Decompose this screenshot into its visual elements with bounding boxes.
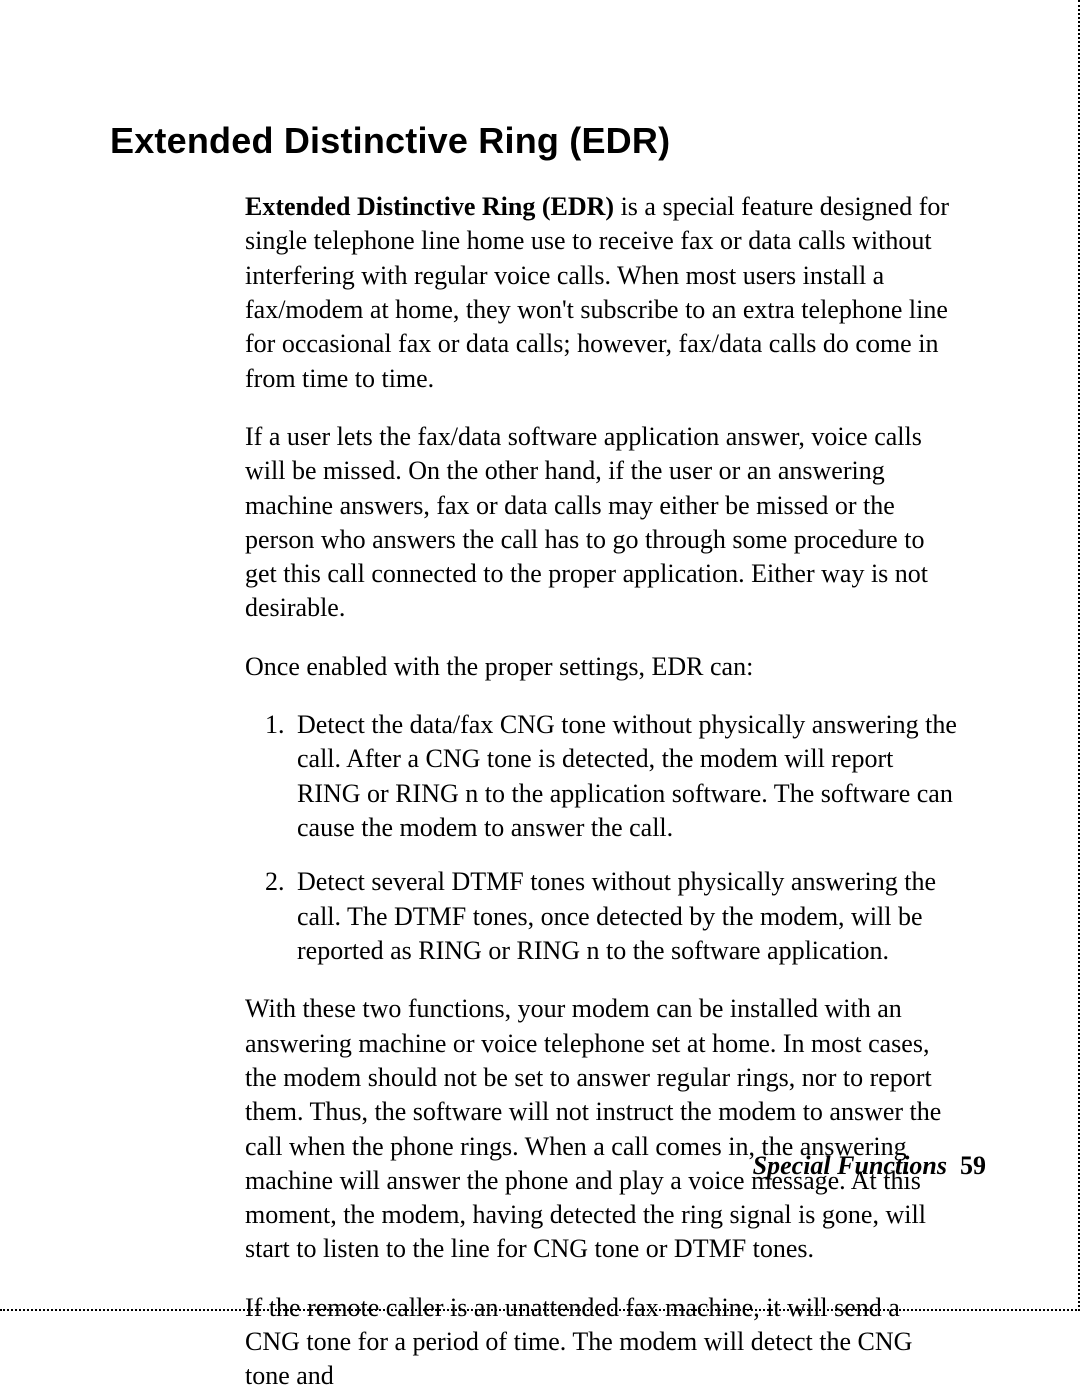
paragraph-3: Once enabled with the proper settings, E… bbox=[245, 650, 960, 684]
list-item: Detect the data/fax CNG tone without phy… bbox=[291, 708, 960, 845]
document-page: Extended Distinctive Ring (EDR) Extended… bbox=[0, 0, 1080, 1311]
section-heading: Extended Distinctive Ring (EDR) bbox=[110, 120, 983, 162]
paragraph-4: With these two functions, your modem can… bbox=[245, 992, 960, 1267]
paragraph-2: If a user lets the fax/data software app… bbox=[245, 420, 960, 626]
paragraph-5: If the remote caller is an unattended fa… bbox=[245, 1291, 960, 1394]
page-footer: Special Functions 59 bbox=[753, 1151, 986, 1181]
lead-term: Extended Distinctive Ring (EDR) bbox=[245, 192, 614, 221]
paragraph-1-rest: is a special feature designed for single… bbox=[245, 192, 949, 393]
list-item: Detect several DTMF tones without physic… bbox=[291, 865, 960, 968]
body-column: Extended Distinctive Ring (EDR) is a spe… bbox=[245, 190, 960, 1394]
footer-section-label: Special Functions bbox=[753, 1151, 947, 1180]
capability-list: Detect the data/fax CNG tone without phy… bbox=[245, 708, 960, 968]
paragraph-1: Extended Distinctive Ring (EDR) is a spe… bbox=[245, 190, 960, 396]
footer-page-number: 59 bbox=[960, 1151, 986, 1180]
